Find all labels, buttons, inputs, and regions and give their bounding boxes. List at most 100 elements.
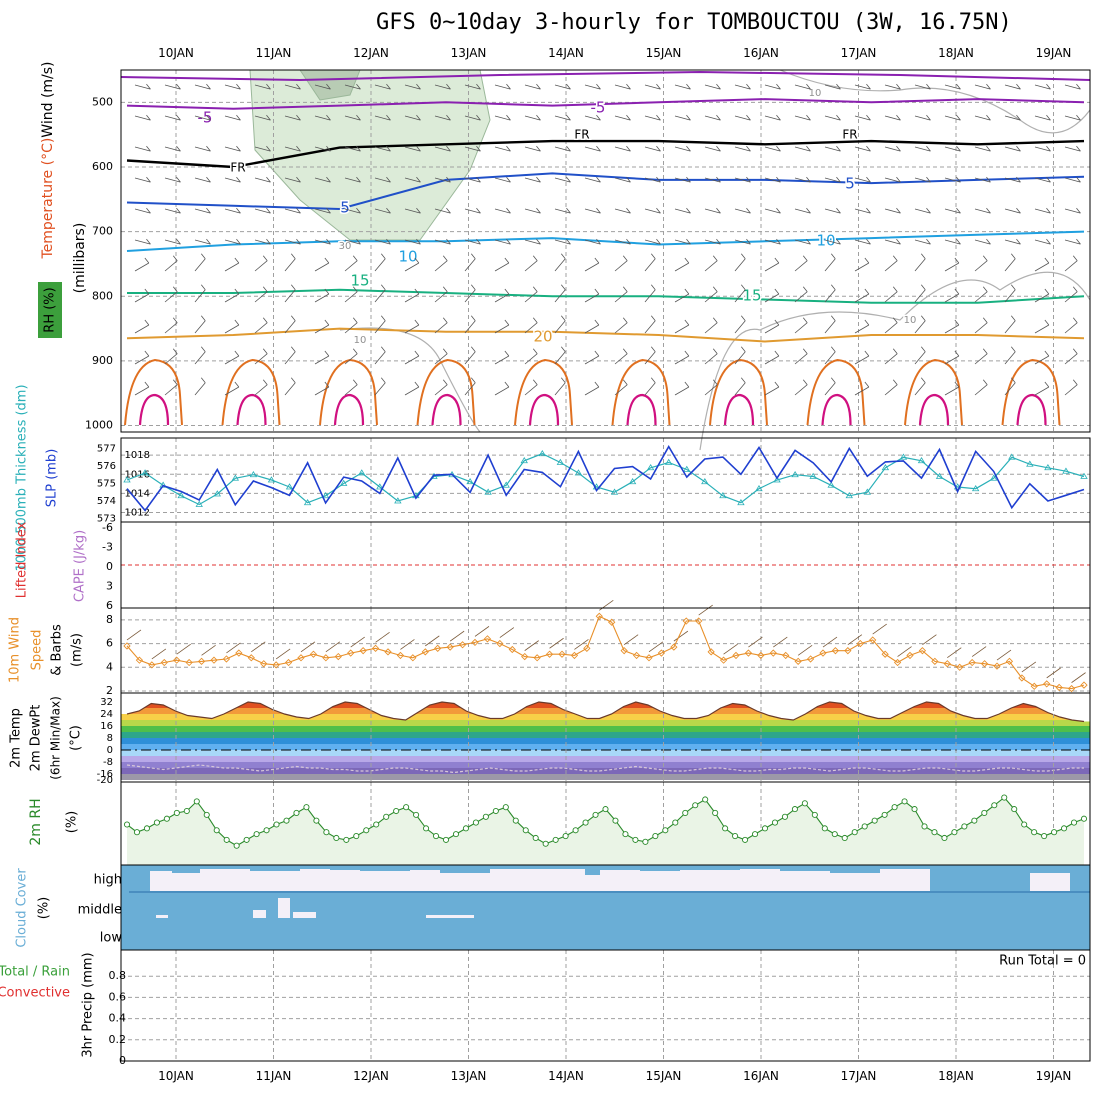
wind10-point <box>1067 684 1076 693</box>
wind-barb-flag <box>1044 350 1050 357</box>
thickness-point <box>502 481 510 488</box>
wind-barb-flag <box>864 257 870 264</box>
wind-barb-flag <box>296 83 301 90</box>
wind-barb-flag <box>356 176 361 183</box>
wind-barb-flag <box>746 145 751 152</box>
wind10-point <box>608 618 616 626</box>
middle-cloud-gap <box>278 898 290 918</box>
wind-barb <box>944 386 960 396</box>
wind-barb-flag <box>206 207 211 214</box>
wind-barb <box>824 84 841 90</box>
wind-barb <box>914 382 926 396</box>
wind-barb <box>134 239 151 245</box>
wind-barb-flag <box>352 286 358 292</box>
rh2m-point <box>672 819 679 826</box>
thickness-point <box>1062 467 1070 474</box>
precip-tick: 0.4 <box>109 1012 127 1025</box>
wind-barb <box>1004 146 1021 152</box>
wind-barb <box>134 324 150 334</box>
wind10-barb <box>400 639 415 650</box>
wind-barb-flag <box>956 145 961 152</box>
wind-barb <box>224 355 240 365</box>
wind10-barb <box>350 636 365 648</box>
wind-barb <box>794 146 811 152</box>
wind-barb-flag <box>650 253 656 259</box>
wind-barb <box>494 208 511 214</box>
wind-barb <box>434 146 451 152</box>
wind-barb-flag <box>656 145 661 152</box>
wind-barb <box>284 382 296 396</box>
wind-barb-flag <box>776 114 781 121</box>
wind10-point <box>458 641 467 649</box>
high-cloud-gap <box>585 875 600 891</box>
wind-barb <box>314 386 330 396</box>
wind-barb <box>614 146 631 152</box>
wind-barb <box>854 208 871 214</box>
rh2m-point <box>592 811 599 818</box>
rh2m-point <box>1080 815 1088 822</box>
wind-barb-flag <box>560 315 566 321</box>
wind-barb-flag <box>656 176 661 183</box>
wind-barb-flag <box>746 83 751 90</box>
rh2m-point <box>403 804 410 811</box>
lifted-ylabel: Lifted Index <box>15 521 30 598</box>
wind-barb-flag <box>326 145 331 152</box>
high-cloud-gap <box>490 869 510 891</box>
wind-barb-flag <box>200 315 206 321</box>
wind-barb-flag <box>234 350 240 357</box>
rh-contour <box>779 69 1091 134</box>
wind-barb <box>314 84 331 90</box>
wind-barb-flag <box>236 176 241 183</box>
temp-color-band <box>121 756 1090 762</box>
wind10-point <box>732 651 740 660</box>
wind-barb <box>1064 322 1078 334</box>
thickness-tick: 576 <box>97 461 116 472</box>
wind10-point <box>160 658 168 667</box>
wind-barb <box>824 320 836 334</box>
cloud-ylabel: Cloud Cover <box>15 868 30 948</box>
wind-barb-flag <box>446 176 451 183</box>
wind10-point <box>831 647 840 655</box>
wind-barb <box>464 84 481 90</box>
wind-barb <box>584 146 601 152</box>
wind-barb <box>134 293 150 303</box>
rh2m-point <box>233 842 240 849</box>
wind10-barb <box>201 645 216 656</box>
wind-barb <box>554 84 571 90</box>
wind-barb <box>344 115 361 121</box>
wind-barb-flag <box>656 114 661 121</box>
thickness-tick: 574 <box>97 496 116 507</box>
wind-barb-flag <box>356 145 361 152</box>
wind10-barb <box>176 643 191 655</box>
wind10-barb <box>971 646 987 657</box>
rh2m-point <box>742 836 749 843</box>
wind-barb <box>554 146 571 152</box>
wind-barb-flag <box>716 83 721 90</box>
precip-tick: 0.8 <box>109 969 127 982</box>
wind-barb-flag <box>566 83 571 90</box>
temp-color-band <box>121 768 1090 774</box>
wind-barb <box>1064 208 1081 214</box>
contour-label: 15 <box>350 272 369 290</box>
wind-barb-flag <box>806 238 811 245</box>
pressure-tick: 700 <box>92 225 113 238</box>
wind-barb <box>524 115 541 121</box>
temp-mask <box>121 693 1090 722</box>
rh2m-point <box>423 825 430 832</box>
wind-barb-flag <box>176 114 181 121</box>
thickness-point <box>737 498 745 506</box>
wind10-point <box>197 657 206 665</box>
lifted-tick: -6 <box>102 521 113 534</box>
precip-tick: 0.2 <box>109 1033 127 1046</box>
wind-barb-flag <box>920 346 926 352</box>
wind10-point <box>185 658 193 667</box>
wind-barb <box>494 177 511 183</box>
wind-barb <box>584 386 600 396</box>
wind-barb <box>344 384 358 396</box>
wind-barb <box>704 115 721 121</box>
wind-barb-flag <box>416 176 421 183</box>
wind10-barb <box>947 647 962 659</box>
wind-barb-flag <box>864 381 870 388</box>
wind-barb <box>674 293 690 303</box>
rh-legend-swatch <box>38 282 62 338</box>
